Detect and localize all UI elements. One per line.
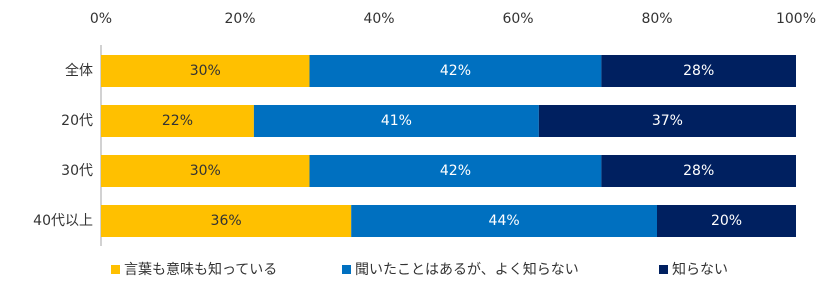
bar-segment xyxy=(538,105,796,137)
bar-segment xyxy=(601,155,796,187)
data-label: 36% xyxy=(211,213,242,229)
legend-swatch xyxy=(111,265,120,274)
data-label: 22% xyxy=(162,113,193,129)
x-tick-label: 20% xyxy=(224,11,255,27)
data-label: 44% xyxy=(489,213,520,229)
x-tick-label: 80% xyxy=(641,11,672,27)
bar-segment xyxy=(657,205,796,237)
data-label: 41% xyxy=(381,113,412,129)
data-label: 30% xyxy=(190,163,221,179)
bar-segment xyxy=(253,105,539,137)
data-label: 28% xyxy=(683,163,714,179)
bar-segment xyxy=(101,205,352,237)
x-tick-label: 0% xyxy=(90,11,112,27)
bar-segment xyxy=(309,55,602,87)
y-tick-label: 30代 xyxy=(61,163,93,179)
y-tick-label: 40代以上 xyxy=(33,213,93,229)
legend-label: 聞いたことはあるが、よく知らない xyxy=(355,261,579,278)
legend-label: 知らない xyxy=(672,261,728,278)
bar-segment xyxy=(601,55,796,87)
legend-swatch xyxy=(659,265,668,274)
y-tick-label: 20代 xyxy=(61,113,93,129)
legend-label: 言葉も意味も知っている xyxy=(124,261,277,278)
data-label: 42% xyxy=(440,163,471,179)
bar-segment xyxy=(101,105,254,137)
data-label: 37% xyxy=(652,113,683,129)
y-tick-label: 全体 xyxy=(65,62,93,79)
bar-segment xyxy=(101,155,310,187)
x-tick-label: 60% xyxy=(502,11,533,27)
legend-swatch xyxy=(342,265,351,274)
bar-segment xyxy=(351,205,657,237)
data-label: 42% xyxy=(440,63,471,79)
x-tick-label: 100% xyxy=(776,11,816,27)
bar-segment xyxy=(101,55,310,87)
x-tick-label: 40% xyxy=(363,11,394,27)
data-label: 20% xyxy=(711,213,742,229)
data-label: 28% xyxy=(683,63,714,79)
bar-segment xyxy=(309,155,602,187)
data-label: 30% xyxy=(190,63,221,79)
